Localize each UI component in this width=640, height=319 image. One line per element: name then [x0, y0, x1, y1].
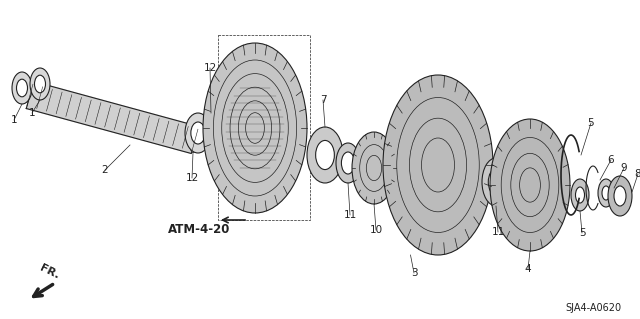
Ellipse shape: [35, 75, 45, 93]
Polygon shape: [26, 81, 198, 153]
Text: 12: 12: [204, 63, 216, 73]
Text: 9: 9: [621, 163, 627, 173]
Ellipse shape: [336, 143, 360, 183]
Ellipse shape: [341, 152, 355, 174]
Ellipse shape: [352, 132, 396, 204]
Ellipse shape: [12, 72, 32, 104]
Ellipse shape: [488, 169, 504, 195]
Ellipse shape: [490, 119, 570, 251]
Text: 10: 10: [369, 225, 383, 235]
Ellipse shape: [17, 79, 28, 97]
Ellipse shape: [482, 158, 510, 206]
Text: 5: 5: [588, 118, 595, 128]
Text: 7: 7: [320, 95, 326, 105]
Ellipse shape: [602, 186, 610, 200]
Text: 11: 11: [344, 210, 356, 220]
Text: 2: 2: [102, 165, 108, 175]
Text: 3: 3: [411, 268, 417, 278]
Ellipse shape: [598, 179, 614, 207]
Text: 12: 12: [186, 173, 198, 183]
Ellipse shape: [307, 127, 343, 183]
Ellipse shape: [575, 187, 584, 203]
Ellipse shape: [203, 43, 307, 213]
Ellipse shape: [185, 113, 211, 153]
Ellipse shape: [191, 122, 205, 144]
Ellipse shape: [383, 75, 493, 255]
Text: 11: 11: [492, 227, 504, 237]
Text: 1: 1: [29, 108, 35, 118]
Text: 1: 1: [11, 115, 17, 125]
Text: 8: 8: [635, 169, 640, 179]
Text: 6: 6: [608, 155, 614, 165]
Text: ATM-4-20: ATM-4-20: [168, 223, 230, 236]
Text: 4: 4: [525, 264, 531, 274]
Ellipse shape: [189, 127, 197, 152]
Ellipse shape: [608, 176, 632, 216]
Text: FR.: FR.: [38, 263, 61, 281]
Text: SJA4-A0620: SJA4-A0620: [565, 303, 621, 313]
Ellipse shape: [316, 140, 334, 170]
Ellipse shape: [30, 68, 50, 100]
Ellipse shape: [614, 186, 626, 206]
Text: 5: 5: [579, 228, 586, 238]
Ellipse shape: [571, 179, 589, 211]
